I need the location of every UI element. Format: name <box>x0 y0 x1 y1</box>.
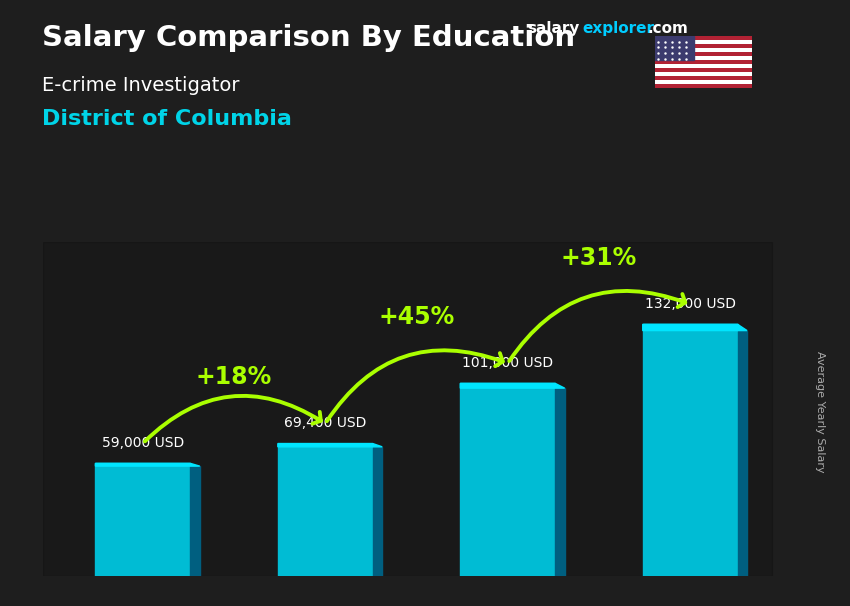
Bar <box>654 52 752 56</box>
Bar <box>654 72 752 76</box>
Polygon shape <box>643 324 747 331</box>
Text: E-crime Investigator: E-crime Investigator <box>42 76 240 95</box>
Bar <box>654 68 752 72</box>
Text: explorer: explorer <box>582 21 654 36</box>
Bar <box>95 464 190 576</box>
Text: 132,000 USD: 132,000 USD <box>644 297 735 311</box>
Polygon shape <box>278 444 382 447</box>
Bar <box>654 56 752 60</box>
Text: Salary Comparison By Education: Salary Comparison By Education <box>42 24 575 52</box>
Polygon shape <box>461 384 564 388</box>
Text: District of Columbia: District of Columbia <box>42 109 292 129</box>
Bar <box>654 76 752 80</box>
Text: 101,000 USD: 101,000 USD <box>462 356 553 370</box>
Bar <box>654 80 752 84</box>
Bar <box>654 36 694 60</box>
Text: +31%: +31% <box>561 245 637 270</box>
Bar <box>654 64 752 68</box>
Text: 59,000 USD: 59,000 USD <box>102 436 184 450</box>
Bar <box>654 41 752 44</box>
Bar <box>278 444 372 576</box>
Bar <box>372 447 382 576</box>
Bar <box>190 466 200 576</box>
Bar <box>654 44 752 48</box>
Bar <box>738 331 747 576</box>
Text: .com: .com <box>648 21 689 36</box>
Bar <box>461 384 555 576</box>
Polygon shape <box>95 464 200 466</box>
Bar <box>654 60 752 64</box>
Bar <box>654 48 752 52</box>
Bar <box>654 36 752 41</box>
Text: 69,400 USD: 69,400 USD <box>284 416 366 430</box>
Bar <box>643 324 738 576</box>
Bar <box>654 84 752 88</box>
Text: +45%: +45% <box>378 305 455 328</box>
Text: salary: salary <box>527 21 580 36</box>
Bar <box>555 388 564 576</box>
Text: Average Yearly Salary: Average Yearly Salary <box>815 351 825 473</box>
Text: +18%: +18% <box>196 365 272 389</box>
